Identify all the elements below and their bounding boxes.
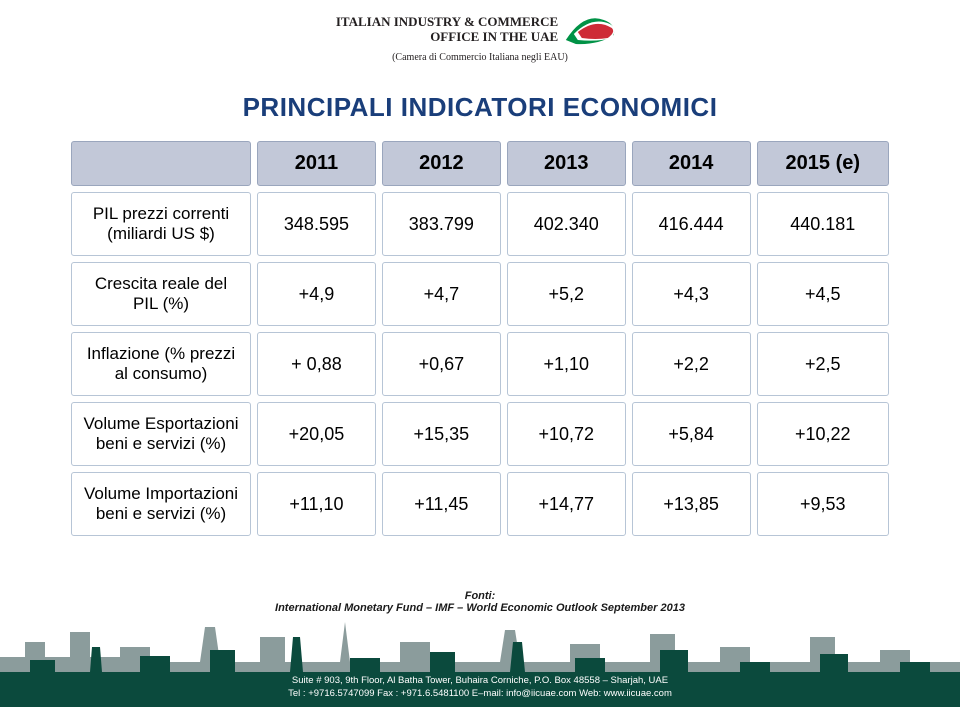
table-cell: +4,5 [757,262,889,326]
source-label: Fonti: [0,590,960,602]
table-corner [71,141,251,186]
table-cell: +15,35 [382,402,501,466]
row-label: Inflazione (% prezzi al consumo) [71,332,251,396]
table-row: Volume Esportazioni beni e servizi (%)+2… [71,402,889,466]
header-logo: ITALIAN INDUSTRY & COMMERCE OFFICE IN TH… [336,10,624,63]
source-citation: Fonti: International Monetary Fund – IMF… [0,590,960,614]
table-cell: +0,67 [382,332,501,396]
logo-text: ITALIAN INDUSTRY & COMMERCE OFFICE IN TH… [336,15,558,45]
logo-subtitle: (Camera di Commercio Italiana negli EAU) [336,52,624,63]
table-cell: +20,05 [257,402,376,466]
table-cell: 383.799 [382,192,501,256]
row-label: PIL prezzi correnti (miliardi US $) [71,192,251,256]
table-cell: 440.181 [757,192,889,256]
logo-mark [564,10,624,50]
table-cell: 402.340 [507,192,626,256]
table-row: Volume Importazioni beni e servizi (%)+1… [71,472,889,536]
table-cell: 416.444 [632,192,751,256]
table-row: Inflazione (% prezzi al consumo)+ 0,88+0… [71,332,889,396]
table-cell: +11,45 [382,472,501,536]
table-cell: +11,10 [257,472,376,536]
table-cell: +4,9 [257,262,376,326]
table-cell: +14,77 [507,472,626,536]
footer-address: Suite # 903, 9th Floor, Al Batha Tower, … [0,675,960,701]
row-label: Volume Esportazioni beni e servizi (%) [71,402,251,466]
table-cell: +5,2 [507,262,626,326]
table-header-row: 2011 2012 2013 2014 2015 (e) [71,141,889,186]
col-year: 2011 [257,141,376,186]
table-cell: 348.595 [257,192,376,256]
col-year: 2014 [632,141,751,186]
table-cell: +2,5 [757,332,889,396]
table-row: PIL prezzi correnti (miliardi US $)348.5… [71,192,889,256]
logo-line2: OFFICE IN THE UAE [336,30,558,45]
table-cell: +10,22 [757,402,889,466]
table-cell: + 0,88 [257,332,376,396]
table-cell: +9,53 [757,472,889,536]
indicators-table: 2011 2012 2013 2014 2015 (e) PIL prezzi … [65,135,895,542]
table-cell: +1,10 [507,332,626,396]
address-line1: Suite # 903, 9th Floor, Al Batha Tower, … [0,675,960,688]
address-line2: Tel : +9716.5747099 Fax : +971.6.5481100… [0,688,960,701]
table-row: Crescita reale del PIL (%)+4,9+4,7+5,2+4… [71,262,889,326]
col-year: 2015 (e) [757,141,889,186]
table-cell: +5,84 [632,402,751,466]
table-cell: +10,72 [507,402,626,466]
table-cell: +4,3 [632,262,751,326]
table-cell: +4,7 [382,262,501,326]
row-label: Crescita reale del PIL (%) [71,262,251,326]
page-title: PRINCIPALI INDICATORI ECONOMICI [0,92,960,123]
row-label: Volume Importazioni beni e servizi (%) [71,472,251,536]
table-cell: +13,85 [632,472,751,536]
table-cell: +2,2 [632,332,751,396]
col-year: 2013 [507,141,626,186]
col-year: 2012 [382,141,501,186]
logo-line1: ITALIAN INDUSTRY & COMMERCE [336,15,558,30]
